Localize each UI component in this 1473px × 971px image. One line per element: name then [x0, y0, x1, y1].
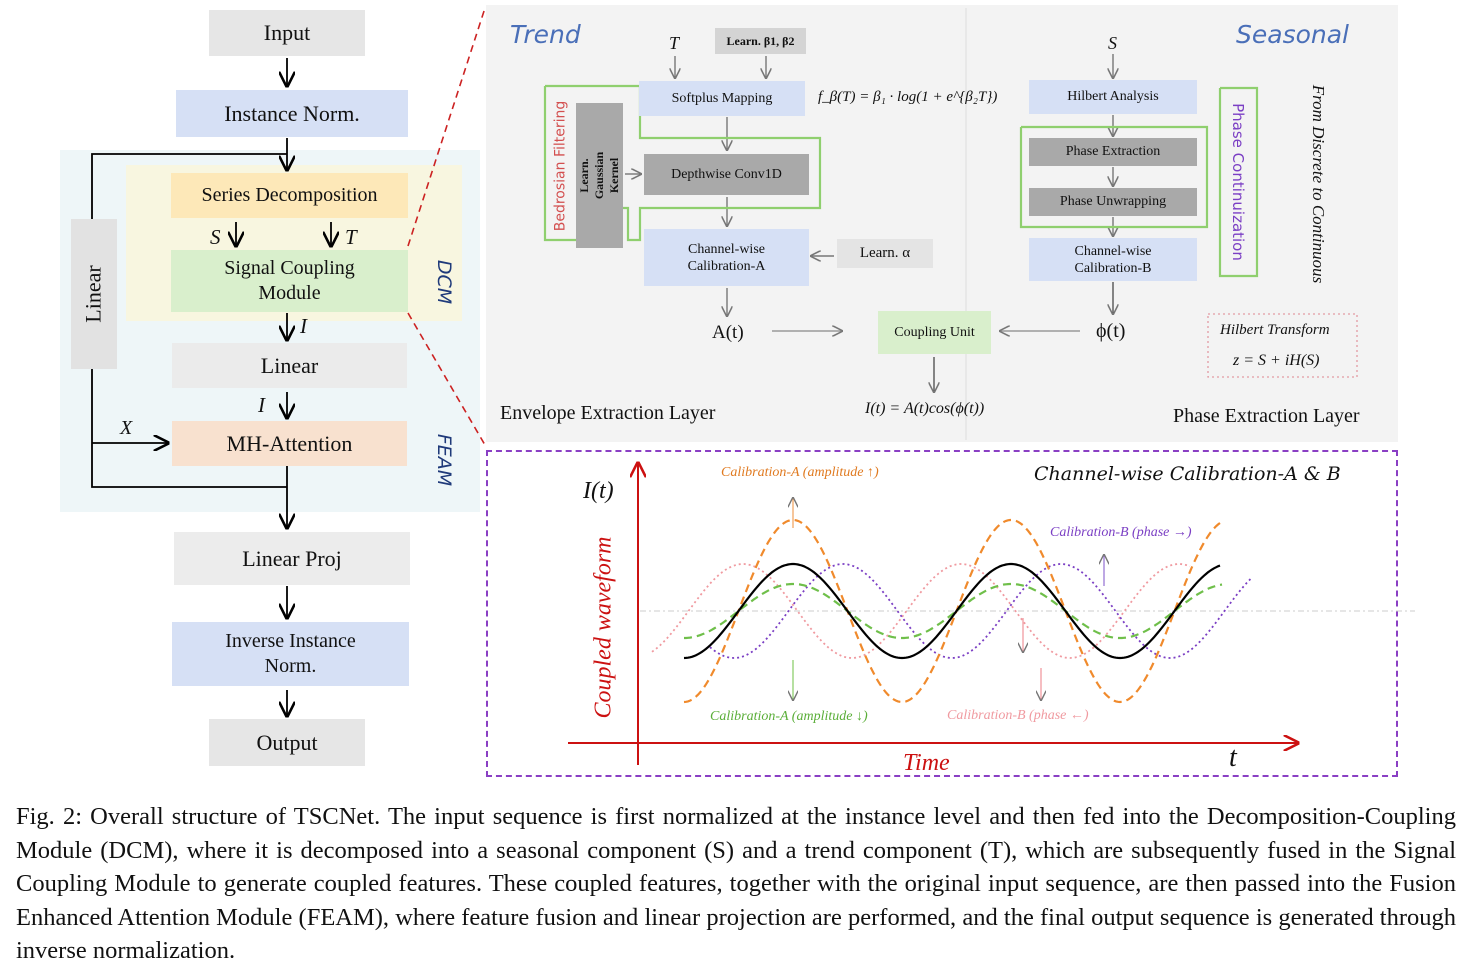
label-i-2: I [258, 393, 265, 417]
t-input-label: T [669, 33, 680, 53]
envelope-layer-label: Envelope Extraction Layer [500, 402, 716, 424]
learn-gaussian-box: Learn. Gaussian Kernel [576, 103, 623, 248]
chart-frame [486, 450, 1398, 777]
phase-layer-label: Phase Extraction Layer [1173, 405, 1360, 427]
phase-unwrapping-box: Phase Unwrapping [1029, 188, 1197, 216]
y-label: Coupled waveform [584, 525, 624, 730]
inverse-norm-box: Inverse Instance Norm. [172, 622, 409, 686]
phi-t-label: ϕ(t) [1096, 320, 1126, 342]
wave-base [683, 562, 1221, 660]
softplus-formula: f_β(T) = β₁ · log(1 + e^{β₂T}) [818, 89, 998, 105]
y-label-text: Coupled waveform [590, 536, 617, 719]
annotation-amp-up: Calibration-A (amplitude ↑) [721, 465, 879, 480]
y-symbol: I(t) [583, 478, 614, 504]
label-i-1: I [300, 314, 307, 338]
x-symbol: t [1229, 742, 1237, 773]
a-t-label: A(t) [712, 322, 744, 343]
linear-box: Linear [172, 343, 407, 388]
instance-norm-box: Instance Norm. [176, 90, 408, 137]
mh-attention-box: MH-Attention [172, 421, 407, 466]
label-s: S [210, 225, 221, 249]
coupling-unit-box: Coupling Unit [878, 311, 991, 354]
wave-phase-left [651, 563, 1191, 659]
annotation-amp-down: Calibration-A (amplitude ↓) [710, 709, 868, 724]
chart-title: Channel-wise Calibration-A & B [1034, 463, 1341, 485]
calibration-a-box: Channel-wise Calibration-A [644, 229, 809, 286]
label-t: T [345, 225, 357, 249]
wave-phase-right [709, 563, 1253, 659]
figure-caption: Fig. 2: Overall structure of TSCNet. The… [16, 803, 1456, 964]
phase-extraction-box: Phase Extraction [1029, 138, 1197, 166]
top-panel-bg [486, 5, 1398, 442]
label-x: X [120, 417, 133, 439]
output-box: Output [209, 719, 365, 766]
wave-amp-down [684, 582, 1223, 640]
x-label: Time [903, 750, 950, 776]
hilbert-transform-title: Hilbert Transform [1220, 322, 1330, 338]
linear-proj-box: Linear Proj [174, 532, 410, 585]
softplus-box: Softplus Mapping [639, 81, 805, 116]
learn-beta-box: Learn. β1, β2 [715, 28, 806, 54]
signal-coupling-box: Signal Coupling Module [171, 250, 408, 312]
learn-alpha-box: Learn. α [837, 239, 933, 268]
seasonal-title: Seasonal [1236, 20, 1350, 49]
trend-title: Trend [510, 20, 581, 49]
input-box: Input [209, 10, 365, 56]
coupling-formula: I(t) = A(t)cos(ϕ(t)) [865, 400, 985, 417]
annotation-phase-right: Calibration-B (phase →) [1050, 525, 1192, 540]
wave-amp-up [683, 518, 1221, 704]
series-decomposition-box: Series Decomposition [171, 173, 408, 218]
s-input-label: S [1108, 33, 1117, 53]
hilbert-transform-formula: z = S + iH(S) [1233, 352, 1320, 369]
hilbert-analysis-box: Hilbert Analysis [1029, 80, 1197, 114]
annotation-phase-left: Calibration-B (phase ←) [947, 708, 1089, 723]
calibration-b-box: Channel-wise Calibration-B [1029, 238, 1197, 281]
linear-side-box: Linear [71, 219, 117, 369]
depthwise-conv-box: Depthwise Conv1D [644, 154, 809, 195]
